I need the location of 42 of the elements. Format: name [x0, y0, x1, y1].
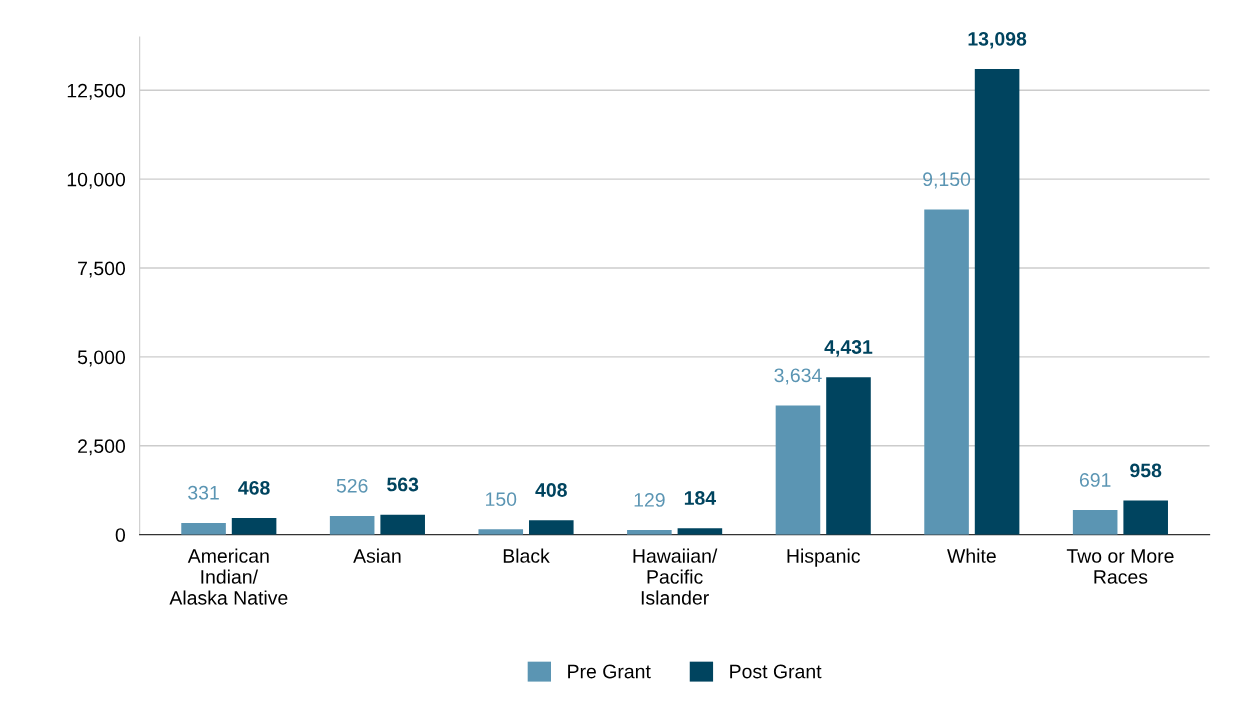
- bar: [329, 515, 375, 535]
- y-tick-label: 0: [115, 528, 126, 542]
- data-label: 331: [188, 485, 219, 500]
- legend-label: Pre Grant: [568, 664, 651, 679]
- data-label: 9,150: [923, 172, 971, 189]
- bar: [775, 405, 821, 535]
- data-label: 468: [238, 480, 270, 495]
- data-label: 526: [336, 478, 368, 493]
- data-label: 691: [1079, 473, 1111, 487]
- x-tick-label: American Indian/ Alaska Native: [169, 548, 288, 605]
- bar: [677, 528, 723, 535]
- data-label: 4,431: [824, 340, 873, 357]
- bar: [478, 529, 524, 535]
- bar: [826, 377, 871, 535]
- x-tick-label: Hawaiian/ Pacific Islander: [633, 548, 718, 605]
- data-label: 958: [1130, 463, 1162, 478]
- bar: [924, 209, 969, 535]
- legend-label: Post Grant: [730, 664, 822, 679]
- x-tick-label: Black: [503, 548, 550, 563]
- data-label: 150: [486, 492, 517, 507]
- y-tick-label: 12,500: [67, 83, 126, 100]
- y-tick-label: 2,500: [78, 439, 126, 456]
- y-tick-label: 5,000: [77, 350, 126, 367]
- bar: [1072, 510, 1118, 535]
- x-tick-label: Two or More Races: [1066, 549, 1174, 584]
- x-tick-label: Hispanic: [787, 548, 860, 567]
- data-label: 408: [535, 483, 567, 497]
- data-label: 563: [387, 477, 419, 492]
- bar: [231, 518, 277, 535]
- bar: [380, 514, 425, 535]
- data-label: 129: [634, 493, 665, 507]
- bar: [529, 520, 574, 535]
- data-label: 3,634: [774, 368, 822, 385]
- bar: [1123, 500, 1168, 535]
- bar: [181, 522, 226, 535]
- y-tick-label: 7,500: [78, 261, 126, 278]
- y-tick-label: 10,000: [67, 172, 126, 189]
- bar: [974, 69, 1020, 535]
- data-label: 13,098: [968, 31, 1027, 49]
- data-label: 184: [684, 491, 717, 505]
- x-tick-label: White: [947, 548, 996, 563]
- x-tick-label: Asian: [353, 548, 401, 563]
